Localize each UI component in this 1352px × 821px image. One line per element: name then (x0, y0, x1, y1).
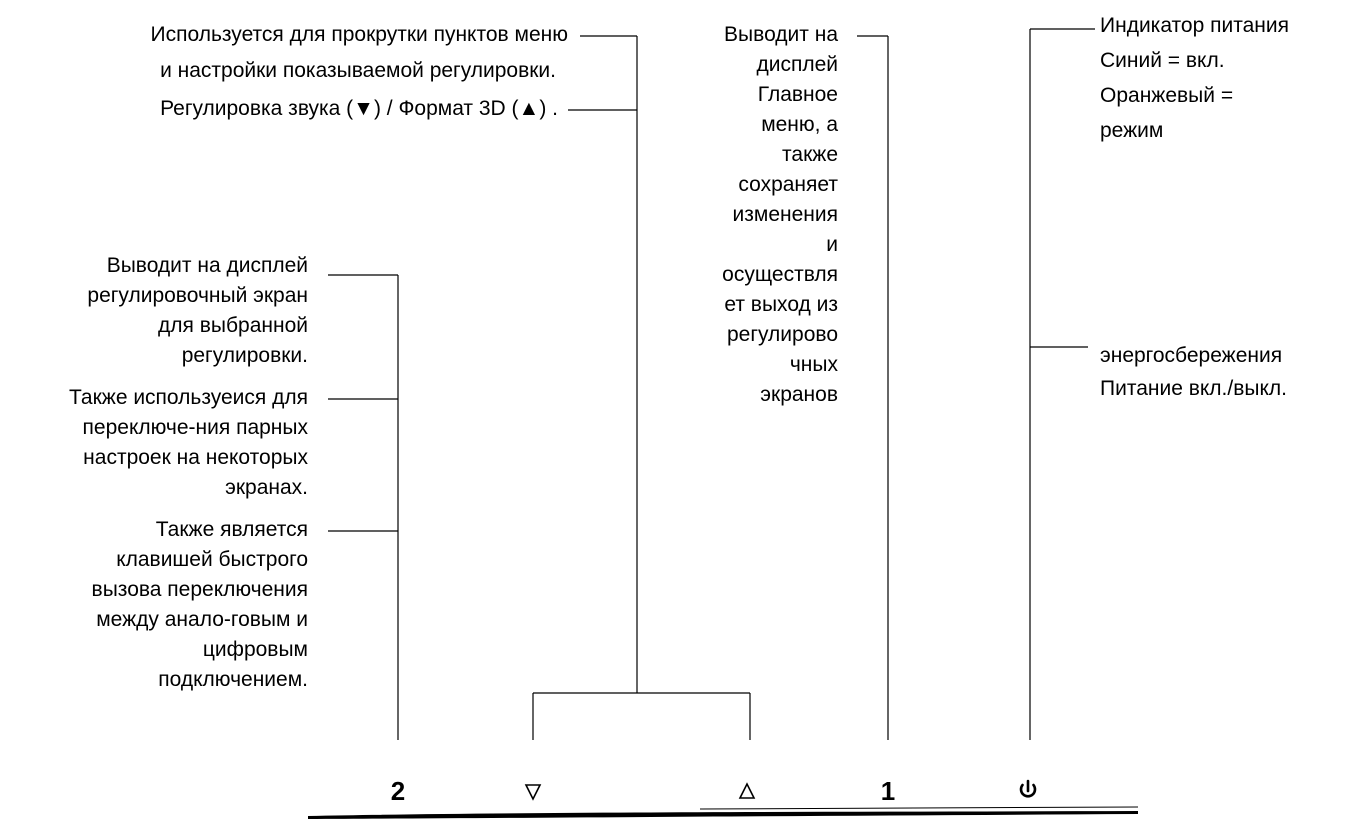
power-saving-description: энергосбережения Питание вкл./выкл. (1100, 344, 1287, 400)
power-indicator-description: Индикатор питания Синий = вкл. Оранжевый… (1100, 14, 1289, 142)
scroll-line1: Используется для прокрутки пунктов меню (150, 23, 568, 46)
button-1[interactable]: 1 (880, 776, 896, 806)
triangle-down-icon (524, 784, 542, 801)
menu-description: Выводит на дисплей Главное меню, а также… (722, 23, 838, 406)
bezel-edge (308, 811, 1138, 819)
scroll-line2: и настройки показываемой регулировки. (160, 59, 556, 82)
adjust-screen-description: Выводит на дисплей регулировочный экран … (87, 254, 308, 367)
triangle-up-icon (738, 782, 756, 799)
toggle-pairs-description: Также используеися для переключе-ния пар… (69, 386, 308, 499)
hotkey-description: Также является клавишей быстрого вызова … (91, 518, 308, 691)
sound-format-label: Регулировка звука (▼) / Формат 3D (▲) . (160, 97, 558, 120)
power-icon (1019, 779, 1037, 798)
bezel-highlight (699, 806, 1139, 810)
button-2[interactable]: 2 (390, 776, 406, 806)
